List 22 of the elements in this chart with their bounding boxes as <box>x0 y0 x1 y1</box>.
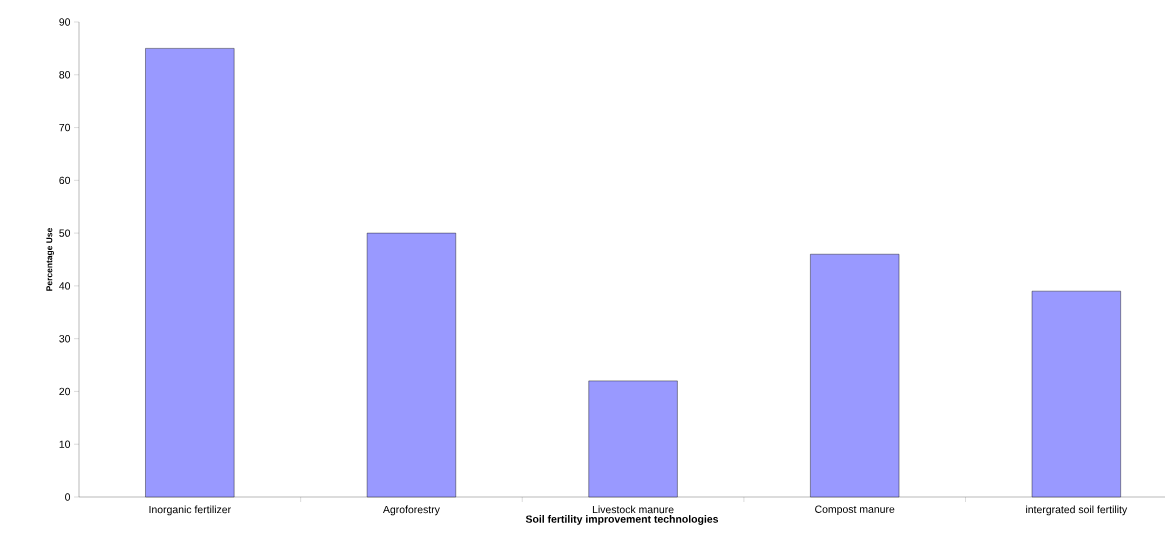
x-tick-label: Inorganic fertilizer <box>149 505 231 516</box>
y-tick-label: 50 <box>59 229 71 237</box>
y-tick-label: 90 <box>59 18 71 26</box>
y-tick-label: 70 <box>59 123 71 132</box>
x-tick-label: Agroforestry <box>382 505 440 516</box>
x-axis-title: Soil fertility improvement technologies <box>525 515 719 525</box>
bar <box>366 232 456 498</box>
y-tick-label: 40 <box>59 282 71 290</box>
bar <box>810 254 900 498</box>
y-axis-title: Percentage Use <box>46 228 55 291</box>
y-tick-label: 30 <box>59 334 71 343</box>
y-tick-label: 80 <box>59 71 71 79</box>
bar <box>588 380 678 498</box>
y-tick-label: 60 <box>59 176 71 185</box>
y-tick-label: 10 <box>59 440 71 448</box>
y-tick-label: 0 <box>65 493 71 501</box>
x-tick-label: Livestock manure <box>592 505 674 514</box>
x-tick-label: intergrated soil fertility <box>1026 505 1128 516</box>
bar <box>1031 290 1121 498</box>
bar <box>145 48 235 498</box>
x-tick-label: Compost manure <box>815 505 895 515</box>
y-tick-label: 20 <box>59 387 71 396</box>
